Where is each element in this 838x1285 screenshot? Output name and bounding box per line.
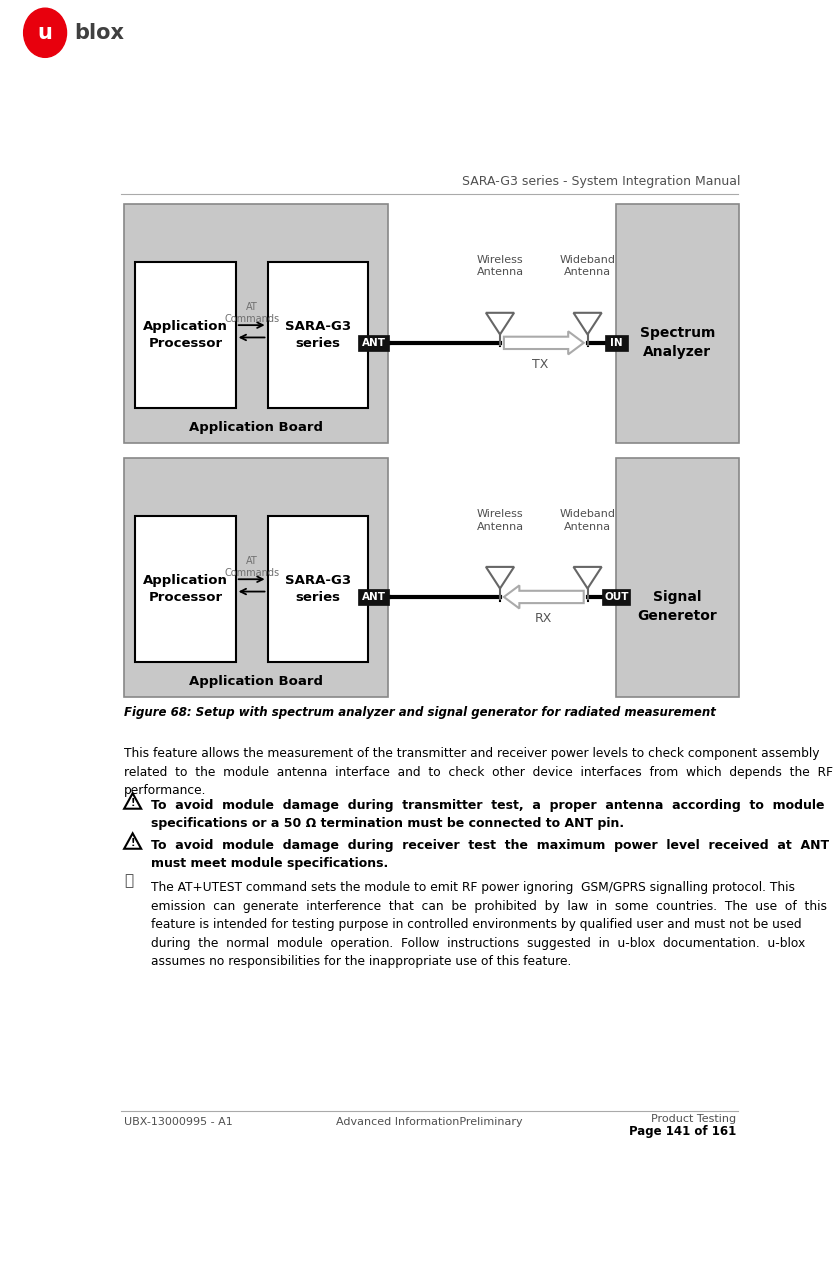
FancyBboxPatch shape (124, 204, 388, 443)
Text: IN: IN (610, 338, 623, 348)
Text: Product Testing: Product Testing (651, 1114, 737, 1124)
FancyBboxPatch shape (616, 459, 739, 696)
Text: UBX-13000995 - A1: UBX-13000995 - A1 (124, 1117, 233, 1127)
Text: Application
Processor: Application Processor (143, 320, 228, 350)
Text: Wideband
Antenna: Wideband Antenna (560, 254, 616, 278)
FancyBboxPatch shape (267, 262, 368, 409)
Ellipse shape (23, 8, 66, 58)
Text: OUT: OUT (604, 592, 628, 601)
FancyBboxPatch shape (358, 590, 389, 605)
Text: Wireless
Antenna: Wireless Antenna (477, 254, 524, 278)
Text: SARA-G3
series: SARA-G3 series (285, 574, 351, 604)
Text: Signal
Generetor: Signal Generetor (638, 590, 717, 622)
FancyBboxPatch shape (135, 262, 235, 409)
Text: SARA-G3 series - System Integration Manual: SARA-G3 series - System Integration Manu… (462, 175, 740, 188)
Polygon shape (486, 567, 514, 589)
Text: Page 141 of 161: Page 141 of 161 (629, 1124, 737, 1137)
Polygon shape (486, 312, 514, 334)
Text: blox: blox (75, 23, 125, 42)
FancyBboxPatch shape (616, 204, 739, 443)
Text: !: ! (131, 798, 135, 808)
FancyBboxPatch shape (358, 335, 389, 351)
Polygon shape (124, 793, 141, 808)
Text: !: ! (131, 838, 135, 848)
Text: AT
Commands: AT Commands (225, 556, 280, 578)
Text: This feature allows the measurement of the transmitter and receiver power levels: This feature allows the measurement of t… (124, 747, 833, 797)
Polygon shape (573, 567, 602, 589)
FancyBboxPatch shape (605, 335, 628, 351)
Polygon shape (124, 834, 141, 848)
Text: Figure 68: Setup with spectrum analyzer and signal generator for radiated measur: Figure 68: Setup with spectrum analyzer … (124, 707, 716, 720)
Text: AT
Commands: AT Commands (225, 302, 280, 324)
Text: TX: TX (532, 359, 548, 371)
Text: To  avoid  module  damage  during  transmitter  test,  a  proper  antenna  accor: To avoid module damage during transmitte… (151, 799, 825, 830)
FancyBboxPatch shape (124, 459, 388, 696)
Text: Wireless
Antenna: Wireless Antenna (477, 509, 524, 532)
Text: ANT: ANT (362, 592, 385, 601)
Text: RX: RX (535, 613, 552, 626)
FancyBboxPatch shape (267, 517, 368, 662)
Text: ANT: ANT (362, 338, 385, 348)
Text: 📝: 📝 (124, 874, 133, 889)
Text: u: u (38, 23, 53, 42)
FancyBboxPatch shape (603, 590, 630, 605)
Text: The AT+UTEST command sets the module to emit RF power ignoring  GSM/GPRS signall: The AT+UTEST command sets the module to … (151, 882, 827, 968)
Text: Wideband
Antenna: Wideband Antenna (560, 509, 616, 532)
Text: Application
Processor: Application Processor (143, 574, 228, 604)
Polygon shape (504, 332, 584, 355)
Text: Application Board: Application Board (189, 421, 323, 434)
Text: Advanced InformationPreliminary: Advanced InformationPreliminary (336, 1117, 523, 1127)
Text: To  avoid  module  damage  during  receiver  test  the  maximum  power  level  r: To avoid module damage during receiver t… (151, 839, 838, 870)
Text: Application Board: Application Board (189, 675, 323, 689)
Text: SARA-G3
series: SARA-G3 series (285, 320, 351, 350)
Text: Spectrum
Analyzer: Spectrum Analyzer (639, 326, 715, 359)
FancyBboxPatch shape (135, 517, 235, 662)
Polygon shape (573, 312, 602, 334)
Polygon shape (504, 586, 584, 609)
